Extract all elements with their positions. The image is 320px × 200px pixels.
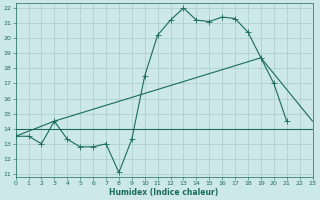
X-axis label: Humidex (Indice chaleur): Humidex (Indice chaleur) xyxy=(109,188,219,197)
